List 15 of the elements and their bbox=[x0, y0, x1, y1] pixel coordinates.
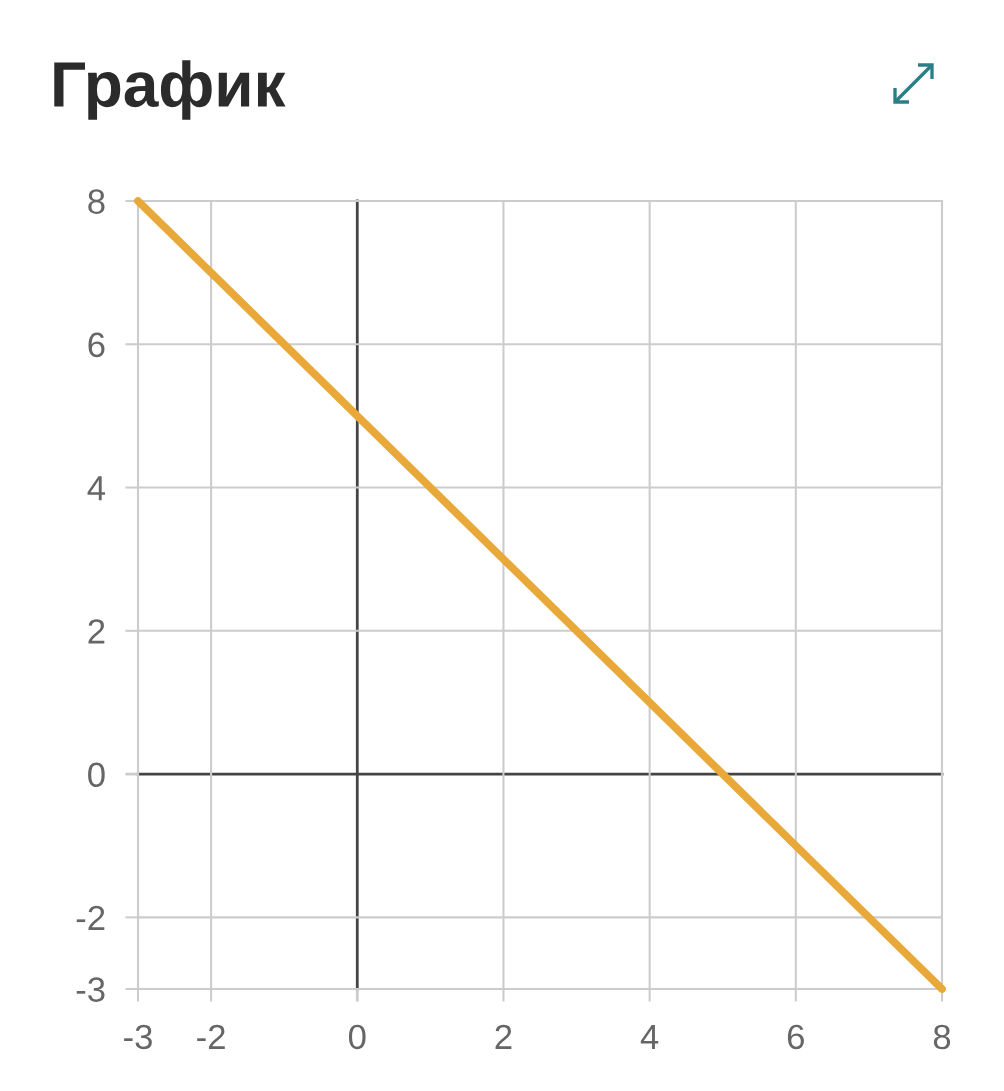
y-tick-label: -3 bbox=[76, 977, 105, 1002]
y-tick-label: 8 bbox=[88, 189, 105, 214]
x-tick-label: -3 bbox=[124, 1024, 152, 1050]
y-tick-label: 2 bbox=[88, 619, 105, 644]
x-tick-label: 8 bbox=[933, 1024, 951, 1050]
chart-title: График bbox=[54, 60, 286, 120]
y-tick-label: 4 bbox=[87, 476, 106, 501]
x-tick-label: 2 bbox=[495, 1024, 512, 1049]
y-tick-label: -2 bbox=[76, 905, 105, 930]
y-tick-label: 0 bbox=[88, 762, 105, 788]
x-tick-label: 0 bbox=[348, 1024, 366, 1050]
x-tick-label: 4 bbox=[640, 1025, 659, 1049]
x-tick-label: -2 bbox=[197, 1024, 225, 1049]
y-tick-label: 6 bbox=[88, 332, 105, 358]
x-tick-label: 6 bbox=[787, 1024, 804, 1050]
